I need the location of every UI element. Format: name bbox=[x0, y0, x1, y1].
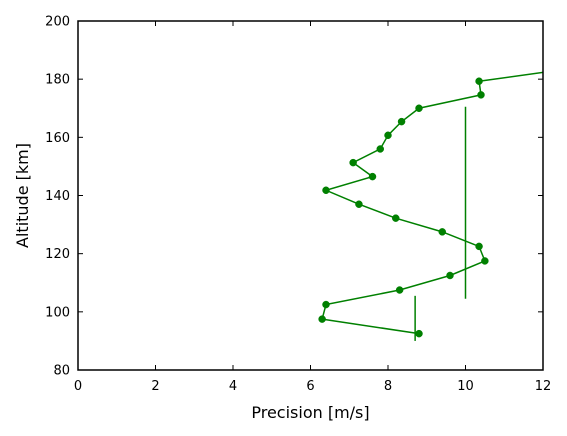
axes-layer: 0 2 4 6 8 10 12 80 100 120 140 160 180 200 bbox=[45, 15, 551, 395]
data-point bbox=[475, 77, 483, 85]
data-point bbox=[322, 300, 330, 309]
x-tick-label: 0 bbox=[74, 379, 82, 394]
x-tick-label: 2 bbox=[151, 379, 159, 394]
series-line-tail bbox=[478, 71, 543, 82]
data-point bbox=[322, 186, 330, 195]
data-point bbox=[376, 145, 384, 153]
data-point bbox=[446, 271, 454, 280]
data-point bbox=[475, 242, 483, 251]
data-point bbox=[397, 117, 406, 126]
data-point bbox=[384, 131, 392, 140]
x-tick-label: 12 bbox=[535, 379, 552, 394]
y-tick-label: 140 bbox=[45, 189, 70, 204]
data-point bbox=[355, 200, 363, 208]
data-point bbox=[368, 172, 377, 181]
y-tick-label: 80 bbox=[53, 364, 70, 379]
x-axis-label: Precision [m/s] bbox=[251, 403, 369, 422]
x-tick-label: 8 bbox=[384, 379, 392, 394]
data-point bbox=[415, 329, 423, 338]
data-layer bbox=[318, 71, 543, 341]
data-point bbox=[392, 214, 400, 222]
x-tick-label: 4 bbox=[229, 379, 237, 394]
data-point bbox=[349, 158, 357, 167]
x-tick-label: 10 bbox=[457, 379, 474, 394]
y-tick-label: 120 bbox=[45, 247, 70, 262]
data-point bbox=[481, 257, 489, 265]
y-tick-label: 100 bbox=[45, 305, 70, 320]
data-point bbox=[395, 286, 404, 294]
y-tick-label: 200 bbox=[45, 15, 70, 30]
y-axis-label: Altitude [km] bbox=[13, 143, 32, 248]
x-tick-label: 6 bbox=[306, 379, 314, 394]
data-point bbox=[477, 91, 485, 99]
plot-frame bbox=[77, 20, 544, 371]
data-point bbox=[318, 315, 326, 323]
data-point bbox=[415, 104, 423, 112]
y-tick-label: 160 bbox=[45, 131, 70, 146]
y-tick-label: 180 bbox=[45, 73, 70, 88]
data-point bbox=[438, 228, 446, 236]
